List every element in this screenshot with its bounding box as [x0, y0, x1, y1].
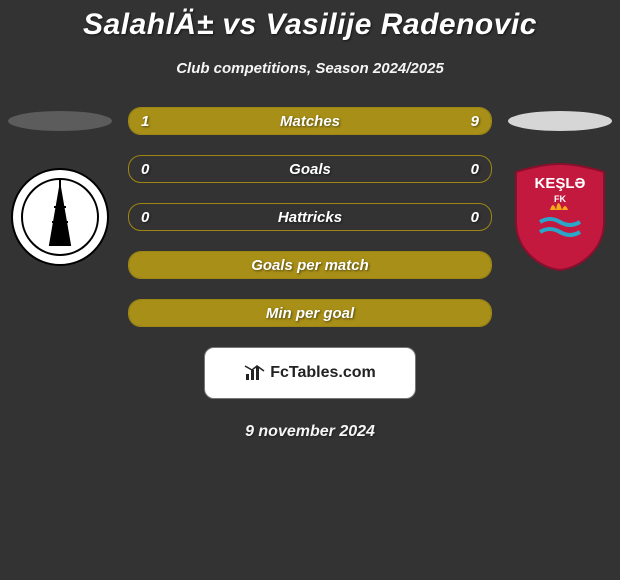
club-badge-left [10, 167, 110, 267]
stat-label: Goals [129, 156, 491, 182]
content-columns: Matches19Goals00Hattricks00Goals per mat… [0, 107, 620, 441]
stat-row-matches: Matches1 9 [128, 107, 492, 135]
club-badge-right: KEŞLƏ FK [510, 167, 610, 267]
date-label: 9 november 2024 [128, 423, 492, 441]
stat-label: Goals per match [129, 252, 491, 278]
stat-row-hattricks: Hattricks0 0 [128, 203, 492, 231]
svg-text:KEŞLƏ: KEŞLƏ [535, 175, 586, 192]
svg-text:FK: FK [554, 194, 566, 204]
stat-row-goals-per-match: Goals per match [128, 251, 492, 279]
stat-label: Min per goal [129, 300, 491, 326]
bar-chart-icon [244, 364, 266, 382]
stat-value-left: 0 [129, 204, 161, 230]
stat-row-goals: Goals0 0 [128, 155, 492, 183]
comparison-card: SalahlÄ± vs Vasilije Radenovic Club comp… [0, 0, 620, 580]
stat-label: Hattricks [129, 204, 491, 230]
stat-value-left: 0 [129, 156, 161, 182]
player-pill-left [8, 111, 112, 131]
fctables-text: FcTables.com [270, 364, 376, 382]
fctables-logo[interactable]: FcTables.com [204, 347, 416, 399]
stat-value-right: 0 [459, 204, 491, 230]
stat-row-min-per-goal: Min per goal [128, 299, 492, 327]
stat-value-right: 9 [459, 108, 491, 134]
stat-value-left: 1 [129, 108, 161, 134]
stat-label: Matches [129, 108, 491, 134]
player-pill-right [508, 111, 612, 131]
stat-value-right: 0 [459, 156, 491, 182]
stats-area: Matches19Goals00Hattricks00Goals per mat… [120, 107, 500, 441]
page-title: SalahlÄ± vs Vasilije Radenovic [0, 0, 620, 42]
left-column [0, 107, 120, 267]
right-column: KEŞLƏ FK [500, 107, 620, 267]
page-subtitle: Club competitions, Season 2024/2025 [0, 42, 620, 77]
